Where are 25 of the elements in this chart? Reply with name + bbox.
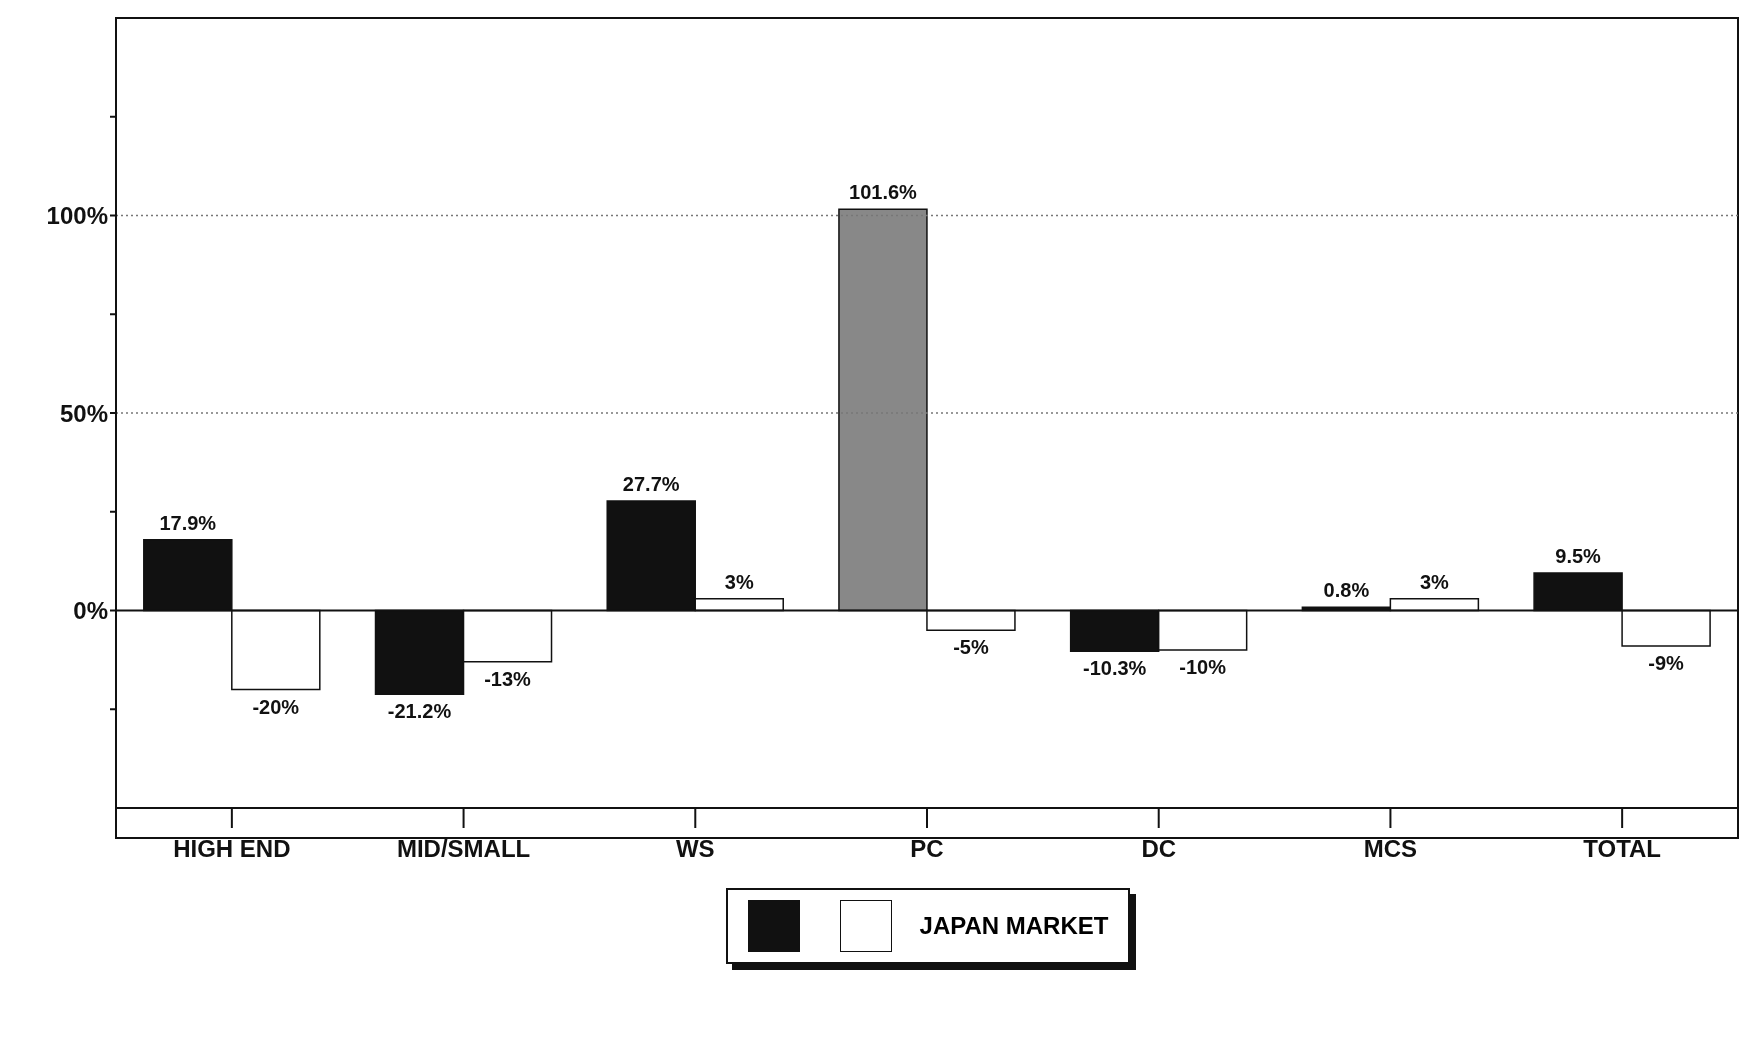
data-label: -10% [1179,656,1227,678]
y-tick-label: 0% [73,597,108,625]
data-label: 9.5% [1555,544,1602,567]
legend-label: JAPAN MARKET [919,912,1109,940]
data-label: -20% [252,695,300,718]
data-label: -21.2% [387,700,452,723]
data-label: 3% [724,570,754,593]
data-label: 101.6% [849,181,918,204]
x-tick-label: TOTAL [1583,835,1662,863]
x-tick-label: MID/SMALL [396,835,531,863]
x-tick-label: DC [1141,835,1177,863]
data-label: -10.3% [1082,657,1147,680]
data-label: -5% [953,636,989,659]
x-tick-label: HIGH END [173,835,291,863]
data-label: 0.8% [1323,579,1370,602]
x-tick-label: WS [675,835,715,863]
y-tick-label: 100% [46,202,108,230]
x-tick-label: MCS [1363,835,1418,863]
data-label: 3% [1419,570,1450,593]
data-label: 17.9% [159,511,217,534]
y-tick-label: 50% [59,399,108,427]
data-label: 27.7% [622,473,680,496]
x-tick-label: PC [910,835,944,863]
data-label: -13% [484,667,532,690]
data-label: -9% [1648,652,1685,675]
